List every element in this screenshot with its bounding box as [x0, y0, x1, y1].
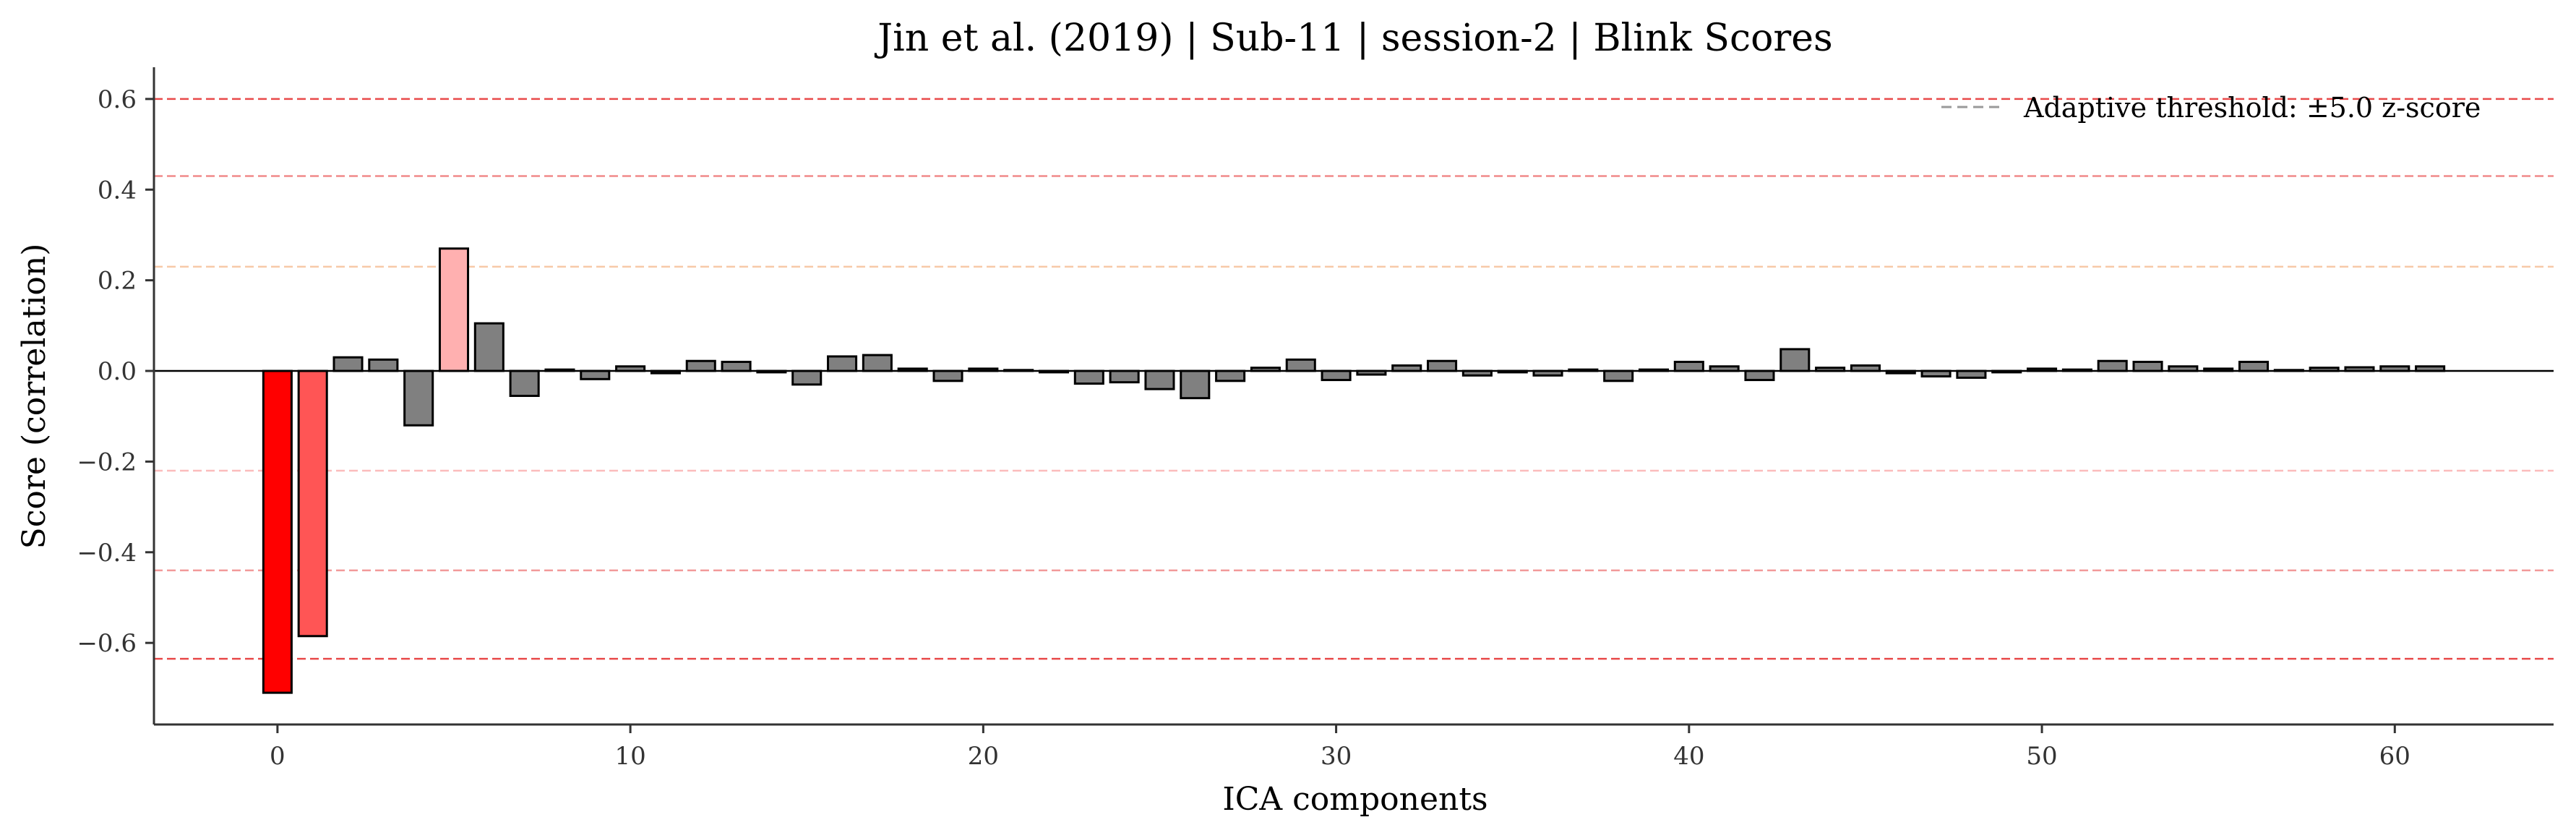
- bar: [1285, 358, 1316, 372]
- bar: [1073, 369, 1104, 385]
- bar: [721, 360, 752, 372]
- threshold-lines: [154, 98, 2554, 660]
- bar: [332, 356, 364, 372]
- x-axis-label: ICA components: [1222, 781, 1487, 818]
- y-tick-label: 0.4: [98, 176, 137, 205]
- bar: [509, 369, 540, 397]
- bar: [1744, 369, 1775, 382]
- bar: [1215, 369, 1246, 382]
- bar: [473, 322, 505, 372]
- bar: [2132, 360, 2163, 372]
- x-tick-label: 10: [614, 742, 645, 771]
- bar: [862, 354, 893, 372]
- bar: [438, 247, 470, 372]
- bar: [1144, 369, 1175, 390]
- bar: [262, 369, 293, 694]
- chart-title: Jin et al. (2019) | Sub-11 | session-2 |…: [874, 17, 1832, 60]
- bar: [685, 359, 716, 372]
- bar: [827, 355, 858, 372]
- bar: [297, 369, 328, 638]
- bar: [932, 369, 963, 382]
- y-tick-label: 0.0: [98, 357, 137, 386]
- bar: [1603, 369, 1634, 382]
- bar: [1321, 369, 1352, 382]
- bar: [1956, 369, 1987, 379]
- y-ticks: −0.6 −0.4 −0.2 0.0 0.2 0.4 0.6: [77, 85, 154, 658]
- y-tick-label: 0.2: [98, 267, 137, 296]
- bar: [403, 369, 434, 427]
- bar: [580, 369, 611, 380]
- y-tick-label: −0.6: [77, 629, 137, 658]
- bar: [1180, 369, 1211, 400]
- legend: Adaptive threshold: ±5.0 z-score: [1941, 92, 2481, 124]
- x-tick-label: 50: [2026, 742, 2057, 771]
- bar: [791, 369, 823, 386]
- bar: [1779, 348, 1811, 372]
- x-ticks: 0 10 20 30 40 50 60: [270, 724, 2410, 771]
- y-tick-label: 0.6: [98, 85, 137, 114]
- bar: [368, 358, 399, 372]
- x-tick-label: 40: [1673, 742, 1704, 771]
- x-tick-label: 0: [270, 742, 285, 771]
- bar: [2238, 360, 2270, 372]
- bar: [1427, 359, 1458, 372]
- legend-label: Adaptive threshold: ±5.0 z-score: [2023, 92, 2481, 124]
- y-tick-label: −0.4: [77, 539, 137, 568]
- x-tick-label: 60: [2379, 742, 2410, 771]
- bar: [1109, 369, 1140, 384]
- x-tick-label: 30: [1321, 742, 1352, 771]
- bar: [2097, 359, 2128, 372]
- bar: [1673, 360, 1704, 372]
- x-tick-label: 20: [968, 742, 999, 771]
- y-axis-label: Score (correlation): [16, 244, 53, 550]
- y-tick-label: −0.2: [77, 448, 137, 476]
